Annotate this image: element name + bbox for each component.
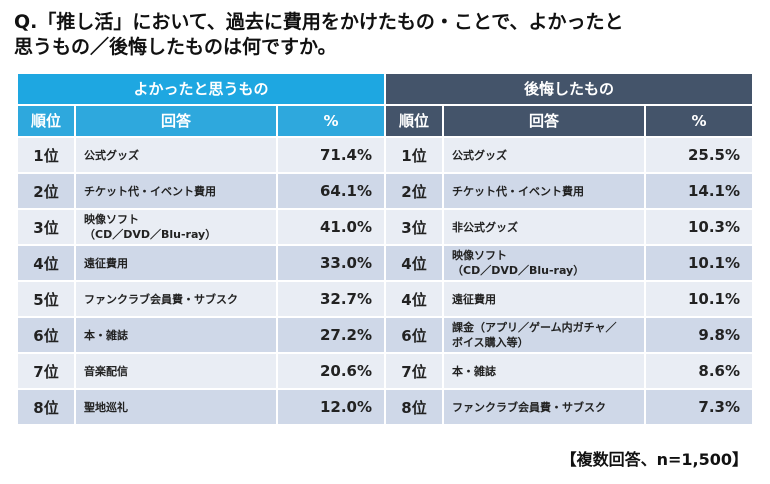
pct-cell: 20.6% bbox=[278, 354, 384, 388]
table-row: 2位 チケット代・イベント費用 64.1% bbox=[18, 174, 384, 208]
pct-cell: 8.6% bbox=[646, 354, 752, 388]
item-cell: 遠征費用 bbox=[76, 246, 276, 280]
question-title: Q.「推し活」において、過去に費用をかけたもの・ことで、よかったと 思うもの／後… bbox=[14, 11, 624, 58]
item-cell: 非公式グッズ bbox=[444, 210, 644, 244]
rank-cell: 3位 bbox=[386, 210, 442, 244]
table-row: 4位 映像ソフト （CD／DVD／Blu-ray） 10.1% bbox=[386, 246, 752, 280]
table-good: よかったと思うもの 順位 回答 % 1位 公式グッズ 71.4% 2位 チケット代・イベ… bbox=[18, 74, 384, 424]
pct-cell: 10.1% bbox=[646, 282, 752, 316]
item-cell: 公式グッズ bbox=[76, 138, 276, 172]
item-cell: ファンクラブ会員費・サブスク bbox=[444, 390, 644, 424]
ranking-tables: よかったと思うもの 順位 回答 % 1位 公式グッズ 71.4% 2位 チケット代・イベ… bbox=[18, 74, 752, 424]
col-rank-header: 順位 bbox=[386, 106, 442, 136]
col-pct-header: % bbox=[278, 106, 384, 136]
pct-cell: 64.1% bbox=[278, 174, 384, 208]
pct-cell: 71.4% bbox=[278, 138, 384, 172]
table-row: 3位 映像ソフト （CD／DVD／Blu-ray） 41.0% bbox=[18, 210, 384, 244]
sample-note: 【複数回答、n=1,500】 bbox=[560, 450, 748, 469]
item-cell: ファンクラブ会員費・サブスク bbox=[76, 282, 276, 316]
table-row: 8位 ファンクラブ会員費・サブスク 7.3% bbox=[386, 390, 752, 424]
rank-cell: 2位 bbox=[18, 174, 74, 208]
table-row: 4位 遠征費用 33.0% bbox=[18, 246, 384, 280]
rank-cell: 2位 bbox=[386, 174, 442, 208]
item-cell: 音楽配信 bbox=[76, 354, 276, 388]
table-row: 7位 本・雑誌 8.6% bbox=[386, 354, 752, 388]
col-item-header: 回答 bbox=[76, 106, 276, 136]
item-cell: 課金（アプリ／ゲーム内ガチャ／ ボイス購入等） bbox=[444, 318, 644, 352]
table-row: 8位 聖地巡礼 12.0% bbox=[18, 390, 384, 424]
table-row: 6位 本・雑誌 27.2% bbox=[18, 318, 384, 352]
table-good-header: 順位 回答 % bbox=[18, 106, 384, 136]
col-item-header: 回答 bbox=[444, 106, 644, 136]
rank-cell: 6位 bbox=[386, 318, 442, 352]
item-cell: 本・雑誌 bbox=[76, 318, 276, 352]
table-regret-header: 順位 回答 % bbox=[386, 106, 752, 136]
rank-cell: 1位 bbox=[386, 138, 442, 172]
item-cell: 映像ソフト （CD／DVD／Blu-ray） bbox=[76, 210, 276, 244]
rank-cell: 7位 bbox=[386, 354, 442, 388]
pct-cell: 10.1% bbox=[646, 246, 752, 280]
table-row: 1位 公式グッズ 25.5% bbox=[386, 138, 752, 172]
item-cell: 公式グッズ bbox=[444, 138, 644, 172]
rank-cell: 4位 bbox=[386, 282, 442, 316]
rank-cell: 5位 bbox=[18, 282, 74, 316]
pct-cell: 9.8% bbox=[646, 318, 752, 352]
table-row: 7位 音楽配信 20.6% bbox=[18, 354, 384, 388]
item-cell: 映像ソフト （CD／DVD／Blu-ray） bbox=[444, 246, 644, 280]
pct-cell: 14.1% bbox=[646, 174, 752, 208]
pct-cell: 12.0% bbox=[278, 390, 384, 424]
item-cell: チケット代・イベント費用 bbox=[444, 174, 644, 208]
pct-cell: 32.7% bbox=[278, 282, 384, 316]
pct-cell: 27.2% bbox=[278, 318, 384, 352]
table-row: 6位 課金（アプリ／ゲーム内ガチャ／ ボイス購入等） 9.8% bbox=[386, 318, 752, 352]
table-good-title: よかったと思うもの bbox=[18, 74, 384, 104]
item-cell: チケット代・イベント費用 bbox=[76, 174, 276, 208]
table-row: 4位 遠征費用 10.1% bbox=[386, 282, 752, 316]
pct-cell: 41.0% bbox=[278, 210, 384, 244]
pct-cell: 10.3% bbox=[646, 210, 752, 244]
item-cell: 遠征費用 bbox=[444, 282, 644, 316]
pct-cell: 33.0% bbox=[278, 246, 384, 280]
rank-cell: 8位 bbox=[18, 390, 74, 424]
item-cell: 聖地巡礼 bbox=[76, 390, 276, 424]
pct-cell: 7.3% bbox=[646, 390, 752, 424]
rank-cell: 3位 bbox=[18, 210, 74, 244]
table-good-rows: 1位 公式グッズ 71.4% 2位 チケット代・イベント費用 64.1% 3位 映像ソフト （… bbox=[18, 138, 384, 424]
table-regret-rows: 1位 公式グッズ 25.5% 2位 チケット代・イベント費用 14.1% 3位 非公式グッズ 1… bbox=[386, 138, 752, 424]
col-rank-header: 順位 bbox=[18, 106, 74, 136]
col-pct-header: % bbox=[646, 106, 752, 136]
table-regret: 後悔したもの 順位 回答 % 1位 公式グッズ 25.5% 2位 チケット代・イベント費… bbox=[386, 74, 752, 424]
item-cell: 本・雑誌 bbox=[444, 354, 644, 388]
table-row: 3位 非公式グッズ 10.3% bbox=[386, 210, 752, 244]
rank-cell: 1位 bbox=[18, 138, 74, 172]
rank-cell: 6位 bbox=[18, 318, 74, 352]
rank-cell: 8位 bbox=[386, 390, 442, 424]
rank-cell: 4位 bbox=[386, 246, 442, 280]
table-row: 1位 公式グッズ 71.4% bbox=[18, 138, 384, 172]
rank-cell: 4位 bbox=[18, 246, 74, 280]
rank-cell: 7位 bbox=[18, 354, 74, 388]
pct-cell: 25.5% bbox=[646, 138, 752, 172]
table-regret-title: 後悔したもの bbox=[386, 74, 752, 104]
table-row: 5位 ファンクラブ会員費・サブスク 32.7% bbox=[18, 282, 384, 316]
table-row: 2位 チケット代・イベント費用 14.1% bbox=[386, 174, 752, 208]
